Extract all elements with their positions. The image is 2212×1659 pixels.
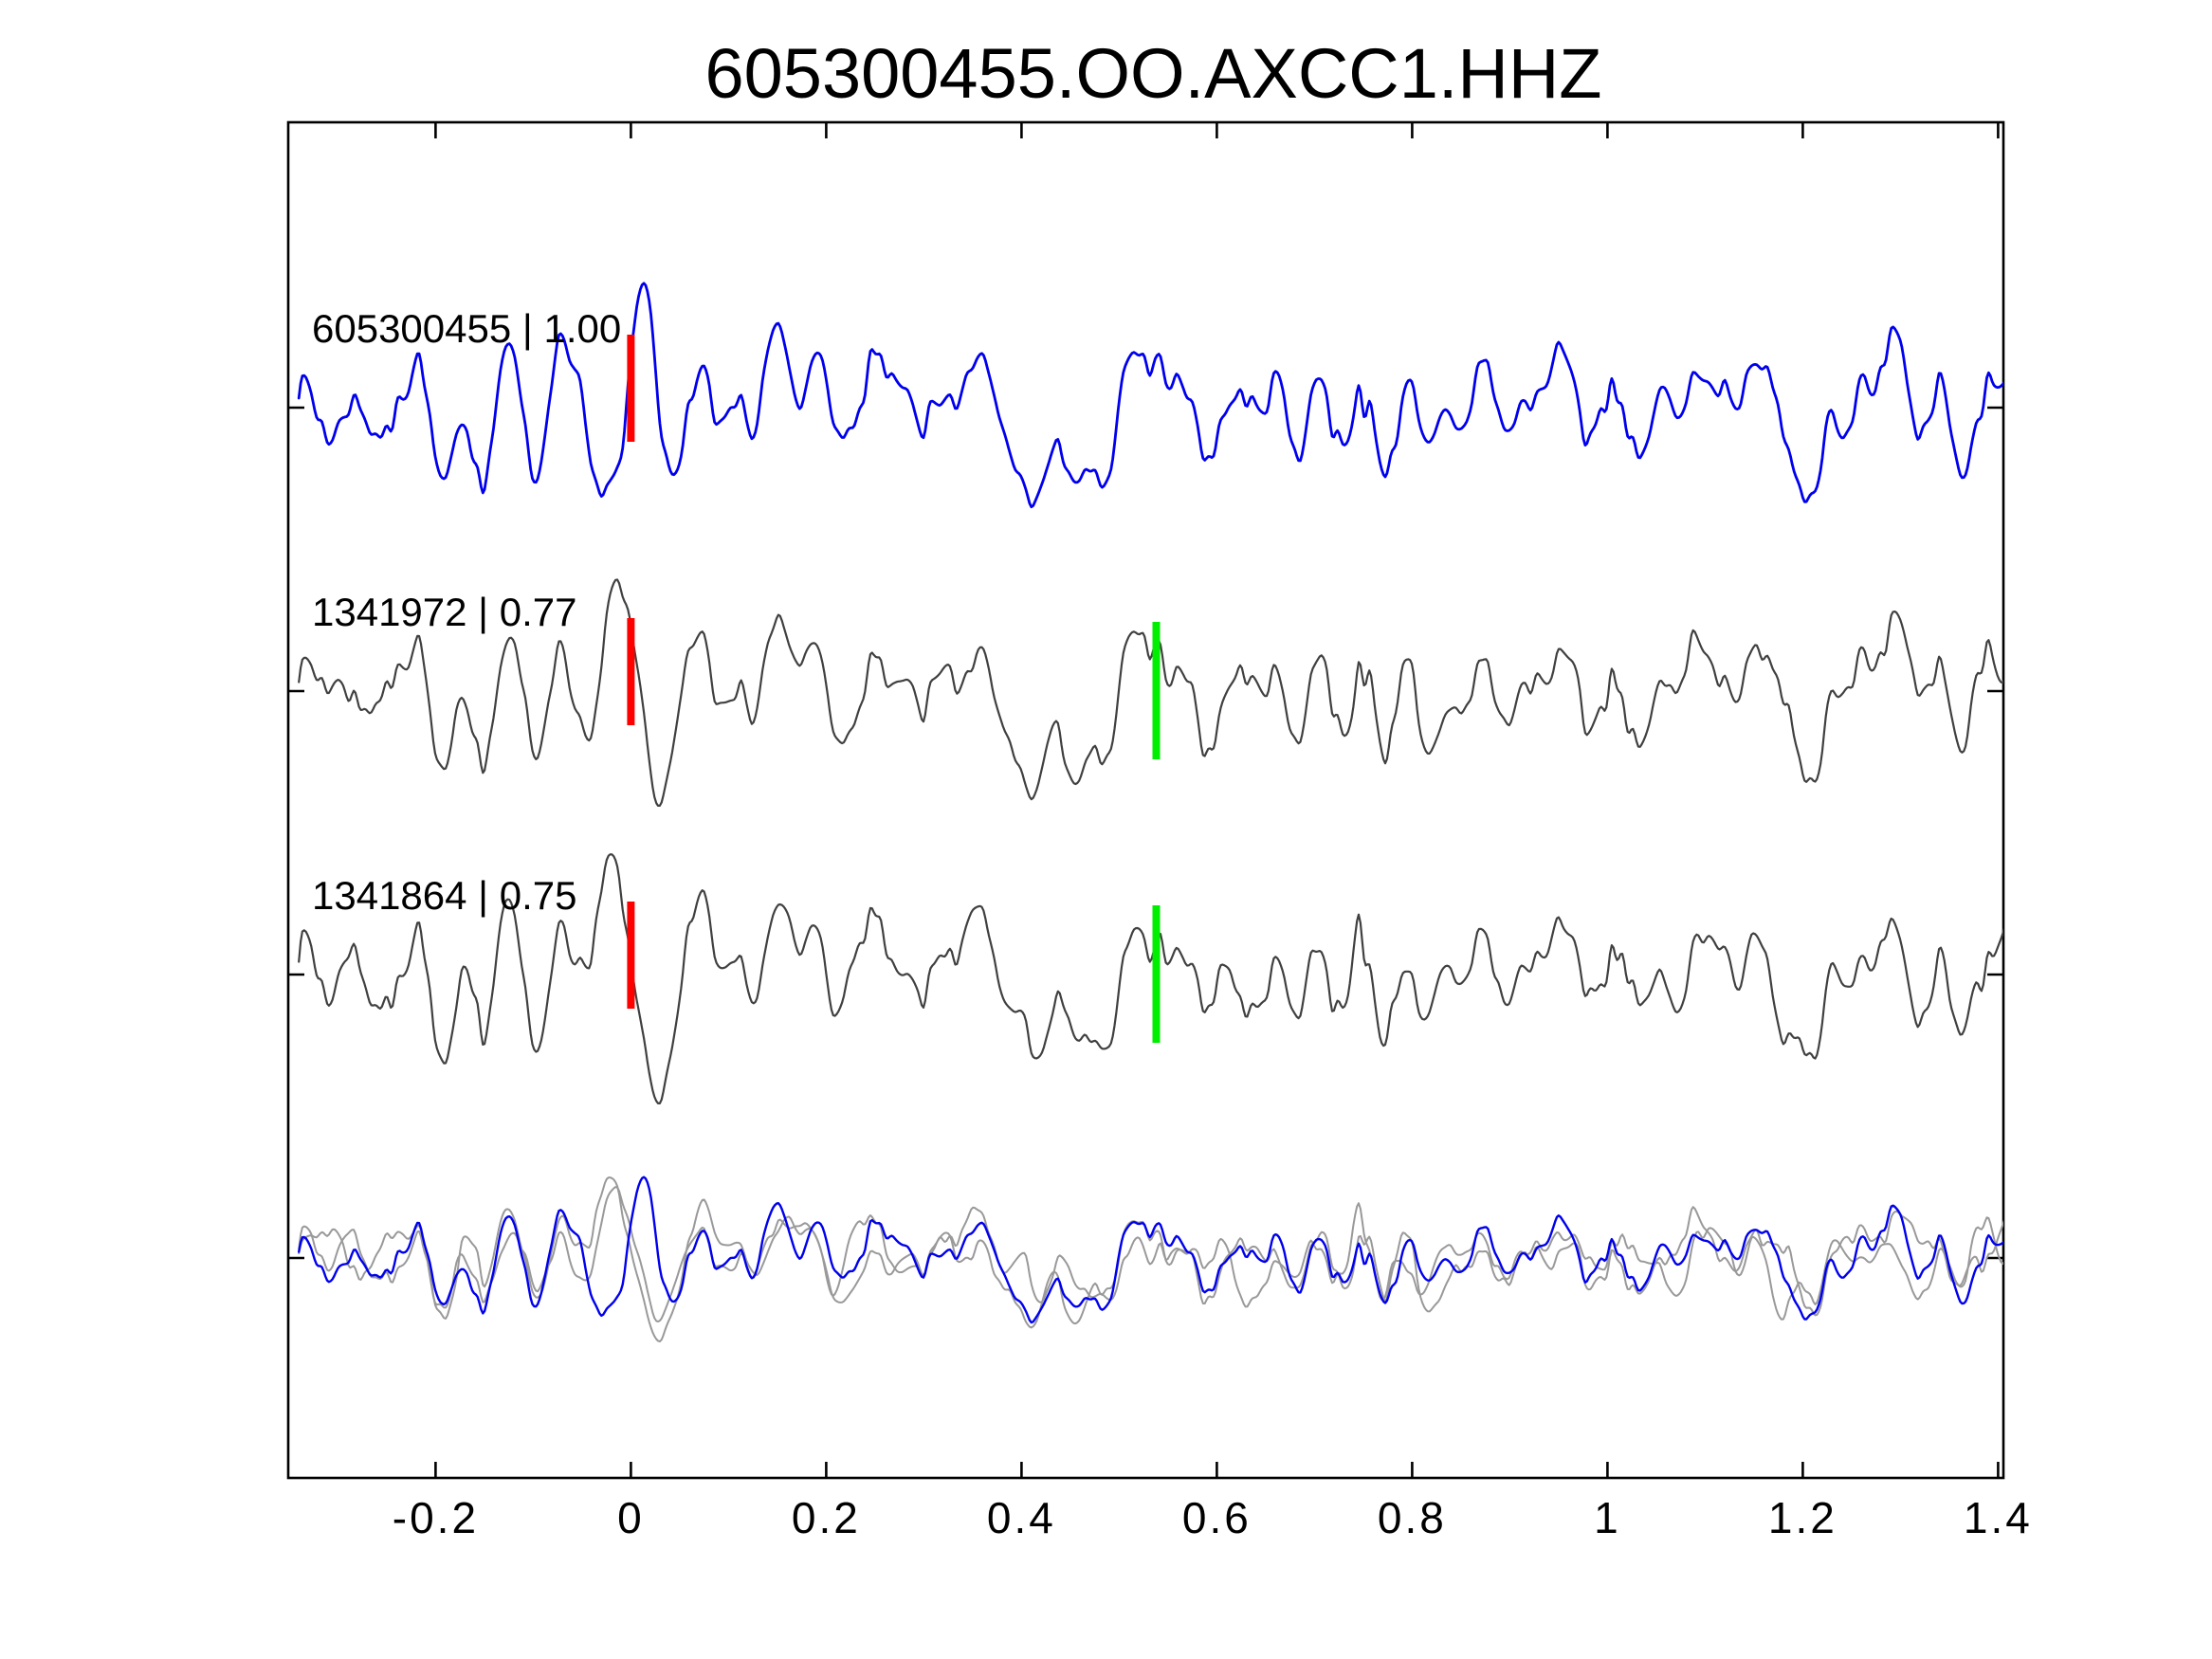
svg-text:-0.2: -0.2 <box>393 1493 479 1542</box>
svg-text:1341864 | 0.75: 1341864 | 0.75 <box>312 873 577 918</box>
svg-text:1: 1 <box>1594 1493 1621 1542</box>
svg-text:0.6: 0.6 <box>1182 1493 1252 1542</box>
svg-text:0.8: 0.8 <box>1378 1493 1447 1542</box>
svg-text:1.2: 1.2 <box>1768 1493 1837 1542</box>
svg-text:0: 0 <box>617 1493 645 1542</box>
svg-text:1341972 | 0.77: 1341972 | 0.77 <box>312 590 577 634</box>
svg-text:605300455 | 1.00: 605300455 | 1.00 <box>312 306 621 351</box>
svg-text:1.4: 1.4 <box>1964 1493 2033 1542</box>
svg-text:0.2: 0.2 <box>792 1493 861 1542</box>
svg-text:0.4: 0.4 <box>987 1493 1056 1542</box>
svg-text:605300455.OO.AXCC1.HHZ: 605300455.OO.AXCC1.HHZ <box>704 34 1601 113</box>
